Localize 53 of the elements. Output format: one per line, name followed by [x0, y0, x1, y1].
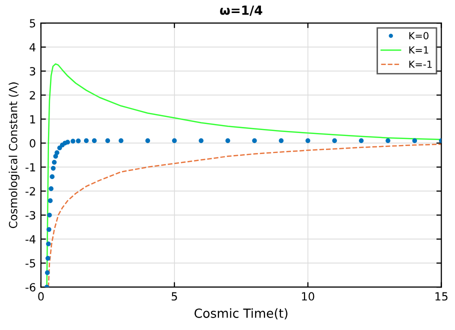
point	[92, 138, 97, 144]
point	[305, 138, 310, 144]
point	[65, 140, 70, 145]
y-axis-title: Cosmological Constant (Λ)	[8, 82, 20, 228]
x-tick-label: 15	[436, 292, 448, 301]
point	[76, 138, 81, 144]
point	[48, 198, 53, 204]
y-tick-label: 1	[30, 115, 36, 124]
y-tick-label: -5	[26, 259, 36, 268]
y-tick-label: -1	[26, 163, 36, 172]
x-tick-label: 10	[302, 292, 314, 301]
y-tick-label: -4	[26, 235, 36, 244]
point	[70, 138, 76, 144]
point	[50, 174, 55, 180]
y-tick-label: -6	[26, 283, 36, 292]
chart-title: ω=1/4	[220, 6, 262, 16]
y-tick-label: -3	[26, 211, 36, 220]
y-tick-label: 5	[30, 19, 36, 28]
point	[48, 186, 54, 192]
legend-label: K=1	[409, 46, 428, 54]
point	[44, 270, 50, 276]
point	[252, 138, 257, 144]
x-axis-title: Cosmic Time(t)	[194, 308, 288, 320]
y-tick-label: 2	[30, 91, 35, 100]
point	[54, 150, 60, 156]
point	[278, 138, 284, 144]
point	[84, 138, 89, 144]
point	[47, 212, 52, 218]
point	[52, 160, 57, 165]
point	[105, 138, 110, 144]
point	[198, 138, 204, 144]
point	[57, 146, 62, 150]
legend-label: K=-1	[409, 60, 432, 68]
point	[145, 138, 150, 144]
y-tick-label: 3	[30, 67, 36, 76]
point	[45, 256, 50, 261]
point	[46, 242, 51, 246]
point	[225, 138, 230, 144]
point	[46, 227, 52, 232]
y-tick-label: -2	[26, 187, 35, 196]
point	[118, 138, 124, 144]
point	[172, 138, 177, 144]
x-tick-label: 0	[38, 292, 44, 301]
point	[358, 138, 364, 144]
y-tick-label: 0	[30, 139, 36, 148]
point	[412, 138, 418, 144]
point	[386, 138, 390, 144]
point	[50, 166, 56, 171]
y-tick-label: 4	[30, 43, 36, 52]
point	[332, 138, 337, 144]
x-tick-label: 5	[172, 292, 177, 301]
legend-label: K=0	[409, 32, 428, 40]
point	[53, 154, 58, 159]
